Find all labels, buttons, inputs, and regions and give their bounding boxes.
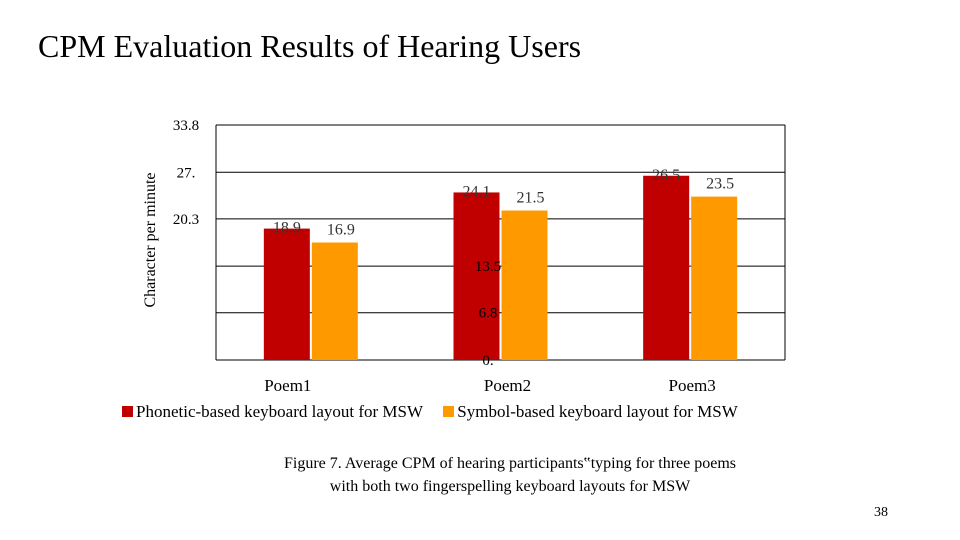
bar-phonetic-poem3: [643, 175, 690, 360]
slide-title: CPM Evaluation Results of Hearing Users: [38, 28, 582, 64]
legend-label-phonetic: Phonetic-based keyboard layout for MSW: [136, 402, 424, 421]
x-tick-label: Poem3: [669, 376, 716, 395]
legend-swatch-symbol: [443, 406, 455, 417]
legend-swatch-phonetic: [122, 406, 133, 417]
legend-item-phonetic: Phonetic-based keyboard layout for MSW: [122, 402, 423, 422]
y-tick-label: 13.5: [475, 259, 501, 275]
x-tick-label: Poem1: [264, 376, 311, 395]
chart-legend: Phonetic-based keyboard layout for MSW S…: [122, 402, 754, 422]
y-tick-label: 6.8: [479, 306, 498, 322]
page-number: 38: [874, 505, 888, 520]
y-tick-label: 20.3: [173, 212, 199, 228]
y-tick-label: 27.: [177, 165, 196, 181]
y-tick-label: 0.: [482, 353, 493, 369]
legend-label-symbol: Symbol-based keyboard layout for MSW: [457, 402, 738, 421]
bar-symbol-poem3: [691, 196, 738, 360]
x-tick-label: Poem2: [484, 376, 531, 395]
data-label: 16.9: [327, 222, 355, 239]
bar-phonetic-poem1: [263, 228, 310, 360]
figure-caption-line-1: Figure 7. Average CPM of hearing partici…: [283, 455, 737, 472]
data-label: 21.5: [517, 190, 545, 207]
data-label: 18.9: [273, 220, 301, 237]
bar-symbol-poem2: [501, 210, 548, 360]
y-axis-title: Character per minute: [142, 172, 159, 307]
data-label: 26.5: [652, 167, 680, 184]
data-label: 23.5: [706, 176, 734, 193]
legend-item-symbol: Symbol-based keyboard layout for MSW: [443, 402, 738, 422]
bar-phonetic-poem2: [453, 192, 500, 360]
y-tick-label: 33.8: [173, 118, 199, 134]
figure-caption-line-2: with both two fingerspelling keyboard la…: [329, 478, 691, 495]
data-label: 24.1: [463, 183, 491, 200]
bar-symbol-poem1: [311, 242, 358, 360]
